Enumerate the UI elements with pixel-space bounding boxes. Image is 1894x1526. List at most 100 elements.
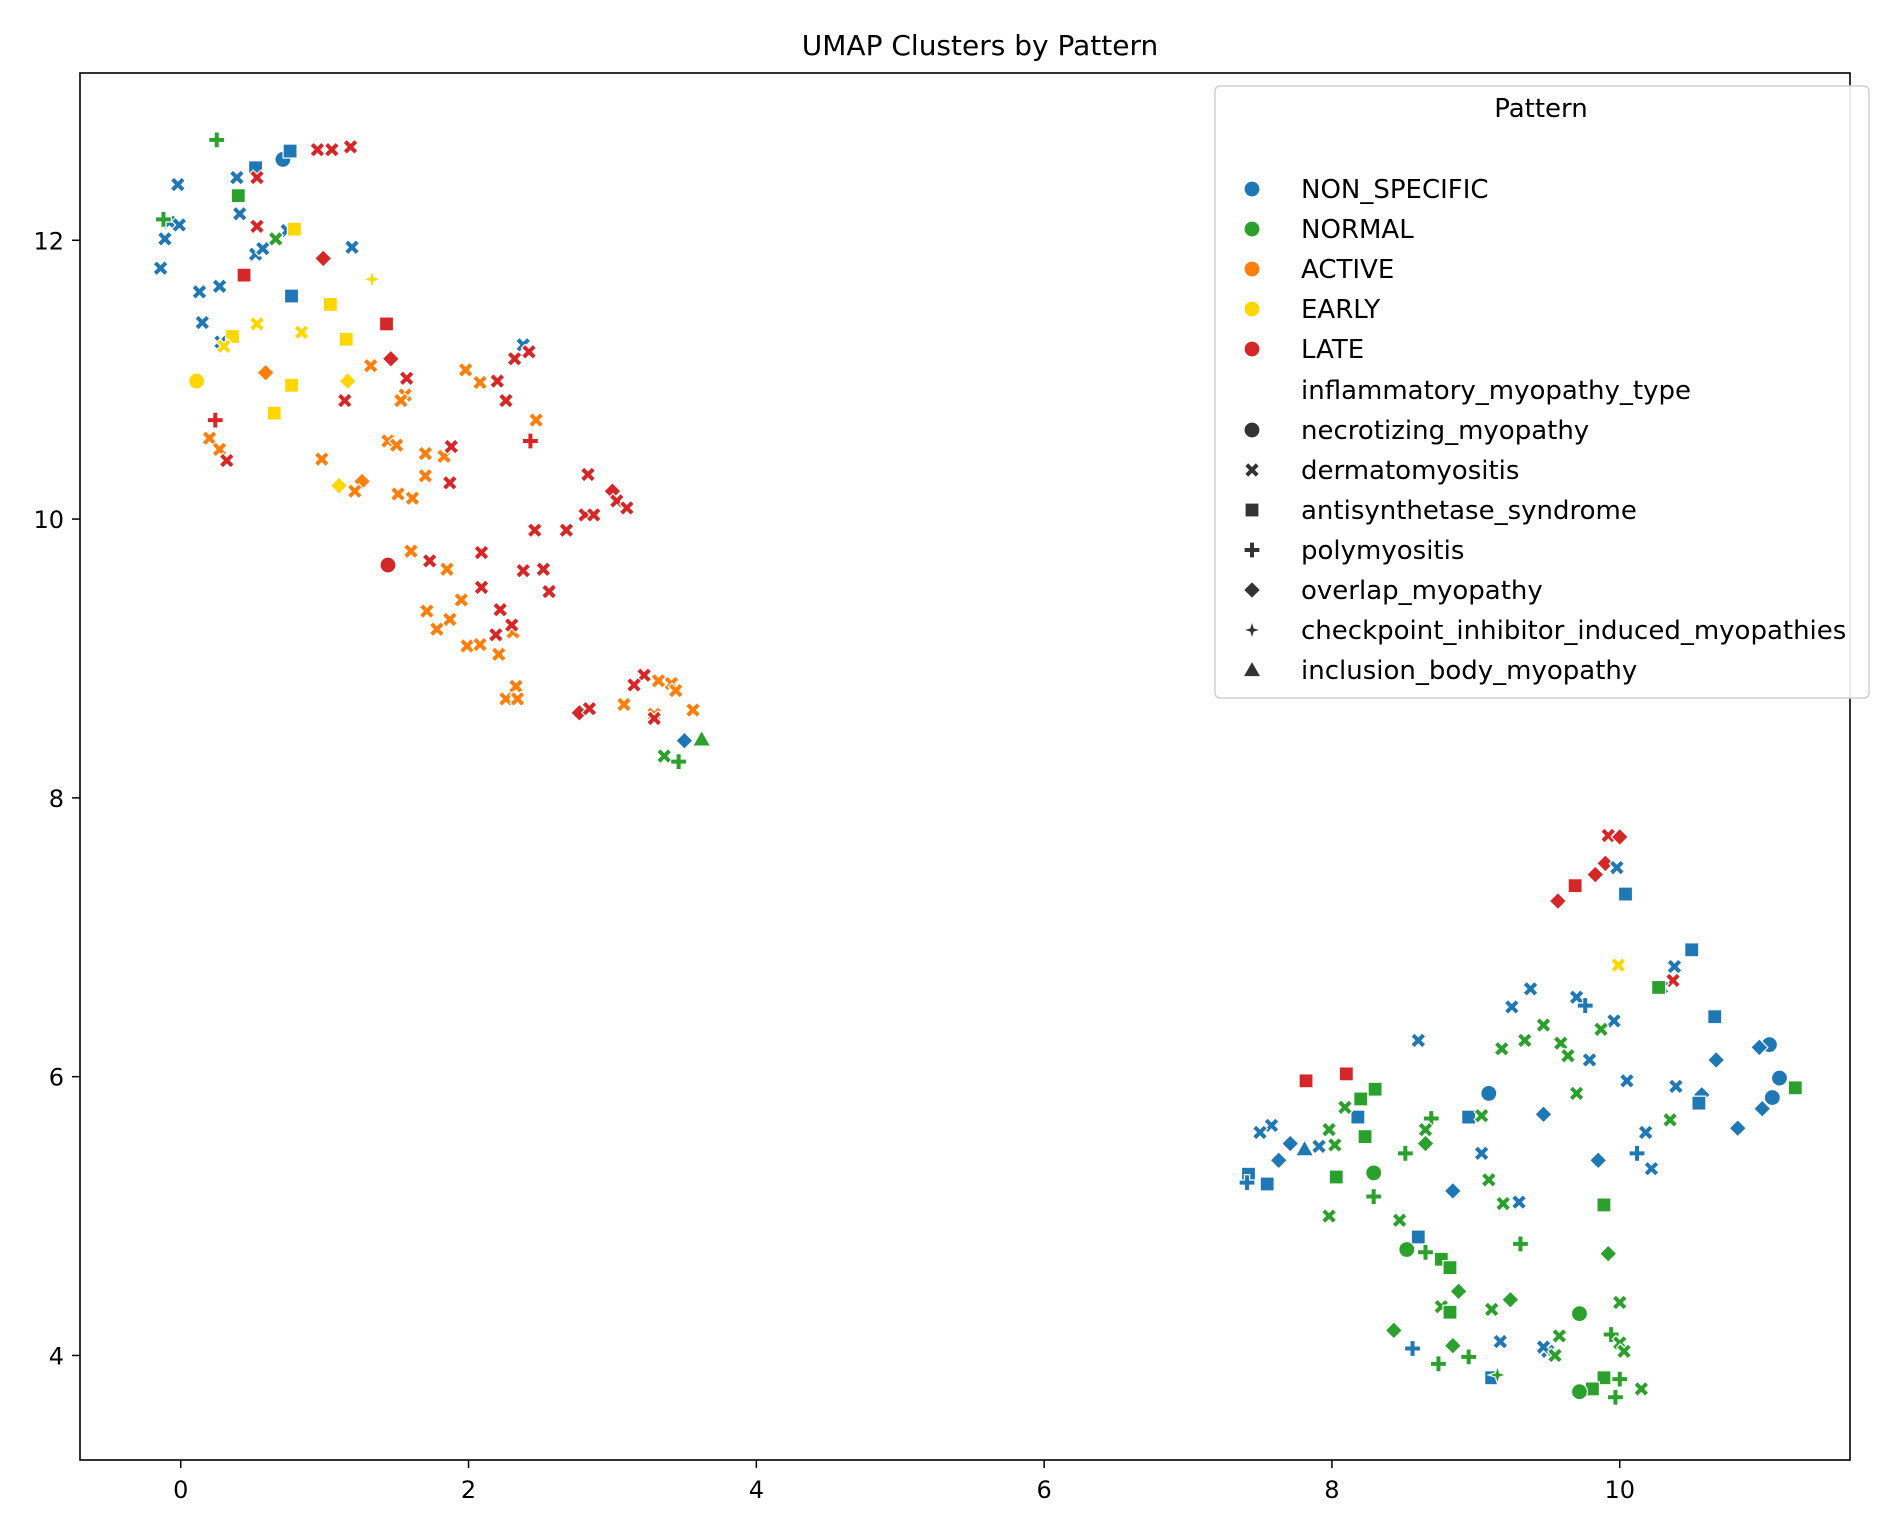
data-point-x	[1391, 1211, 1408, 1229]
data-point-x	[323, 141, 341, 159]
data-point-x	[1326, 1136, 1344, 1154]
data-point-x	[488, 372, 506, 390]
data-point-square	[236, 267, 252, 283]
data-point-x	[509, 690, 526, 708]
legend-marker-label: dermatomyositis	[1301, 456, 1519, 486]
legend-marker-swatch	[1243, 461, 1261, 479]
data-point-plus	[1611, 1370, 1629, 1388]
data-point-plus	[154, 210, 173, 228]
data-point-square	[1461, 1109, 1477, 1125]
data-point-diamond	[1443, 1181, 1463, 1201]
data-point-x	[1409, 1032, 1427, 1049]
data-point-x	[1535, 1016, 1552, 1034]
data-point-plus	[1429, 1355, 1448, 1373]
data-point-diamond	[1752, 1099, 1772, 1119]
data-point-x	[404, 489, 421, 507]
data-point-circle	[1365, 1164, 1383, 1182]
data-point-x	[1320, 1207, 1338, 1225]
data-point-diamond	[1585, 865, 1605, 884]
data-point-square	[1353, 1091, 1369, 1107]
y-tick-label: 8	[49, 785, 64, 813]
data-point-plus	[1396, 1144, 1414, 1162]
data-point-x	[503, 616, 521, 634]
data-point-diamond	[1598, 1244, 1618, 1264]
data-point-x	[473, 579, 490, 596]
data-point-x	[585, 506, 603, 524]
data-points	[152, 131, 1803, 1406]
data-point-x	[428, 620, 446, 638]
data-point-x	[362, 357, 380, 375]
data-point-x	[1473, 1144, 1490, 1162]
data-point-square	[1684, 942, 1700, 958]
data-point-diamond	[1501, 1290, 1520, 1310]
data-point-plus	[208, 131, 226, 149]
plot-area-frame	[79, 72, 1851, 1461]
data-point-x	[491, 601, 509, 619]
legend-color-swatch	[1243, 340, 1261, 358]
axis-ticks: 0 2 4 6 8 10 4 6 8 10 12	[33, 227, 1635, 1504]
data-point-plus	[1416, 1243, 1435, 1261]
legend-marker-swatch	[1240, 618, 1264, 642]
data-point-diamond	[1706, 1050, 1726, 1070]
data-point-circle	[1570, 1383, 1589, 1401]
data-point-x	[506, 350, 523, 368]
legend-style-title: inflammatory_myopathy_type	[1301, 376, 1691, 406]
data-point-plus	[1576, 996, 1594, 1015]
data-point-x	[558, 521, 575, 539]
data-point-x	[1522, 980, 1539, 998]
data-point-x	[527, 411, 545, 429]
data-point-x	[1559, 1047, 1577, 1065]
data-point-square	[1442, 1304, 1458, 1320]
data-point-plus	[1403, 1339, 1422, 1358]
data-point-x	[684, 701, 702, 719]
legend-color-label: ACTIVE	[1301, 255, 1394, 285]
data-point-square	[283, 288, 300, 304]
data-point-x	[473, 544, 490, 561]
data-point-square	[1357, 1128, 1373, 1145]
data-point-plus	[206, 411, 224, 429]
data-point-x	[388, 436, 405, 454]
data-point-x	[248, 217, 266, 235]
data-point-plus	[1238, 1173, 1256, 1192]
data-point-diamond	[329, 476, 349, 495]
data-point-square	[1651, 979, 1667, 996]
data-point-x	[169, 176, 187, 193]
data-point-x	[389, 485, 407, 503]
data-point-x	[1480, 1171, 1498, 1189]
legend-color-swatch	[1243, 300, 1261, 318]
data-point-x	[615, 696, 633, 713]
data-point-x	[254, 240, 272, 257]
legend-marker-swatch	[1243, 421, 1261, 439]
data-point-diamond	[313, 249, 333, 268]
data-point-diamond	[1596, 854, 1615, 873]
data-point-circle	[1770, 1069, 1789, 1087]
data-point-x	[215, 337, 233, 355]
legend-marker-label: checkpoint_inhibitor_induced_myopathies	[1301, 616, 1846, 646]
y-tick-label: 10	[33, 506, 64, 534]
data-point-x	[520, 343, 538, 361]
data-point-x	[579, 466, 597, 483]
data-point-square	[286, 221, 303, 237]
data-point-plus	[1606, 1388, 1625, 1406]
data-point-x	[293, 323, 310, 341]
data-point-circle	[187, 372, 206, 390]
data-point-x	[1632, 1380, 1650, 1398]
legend-marker-swatch	[1242, 580, 1262, 600]
data-point-x	[313, 450, 331, 468]
data-point-x	[1491, 1333, 1509, 1350]
legend-marker-label: necrotizing_myopathy	[1301, 416, 1589, 446]
x-tick-label: 0	[173, 1476, 188, 1504]
data-point-x	[1643, 1160, 1660, 1178]
data-point-x	[1473, 1107, 1490, 1125]
data-point-square	[1367, 1081, 1383, 1097]
data-point-x	[346, 482, 364, 500]
data-point-diamond	[1449, 1281, 1468, 1301]
data-point-x	[1516, 1032, 1534, 1049]
data-point-x	[201, 429, 218, 447]
legend-marker-entries: necrotizing_myopathy dermatomyositis antis…	[1240, 416, 1846, 686]
x-tick-label: 2	[461, 1476, 476, 1504]
data-point-x	[471, 636, 489, 653]
data-point-square	[322, 296, 338, 312]
data-point-x	[421, 552, 439, 570]
data-point-diamond	[1443, 1336, 1463, 1356]
